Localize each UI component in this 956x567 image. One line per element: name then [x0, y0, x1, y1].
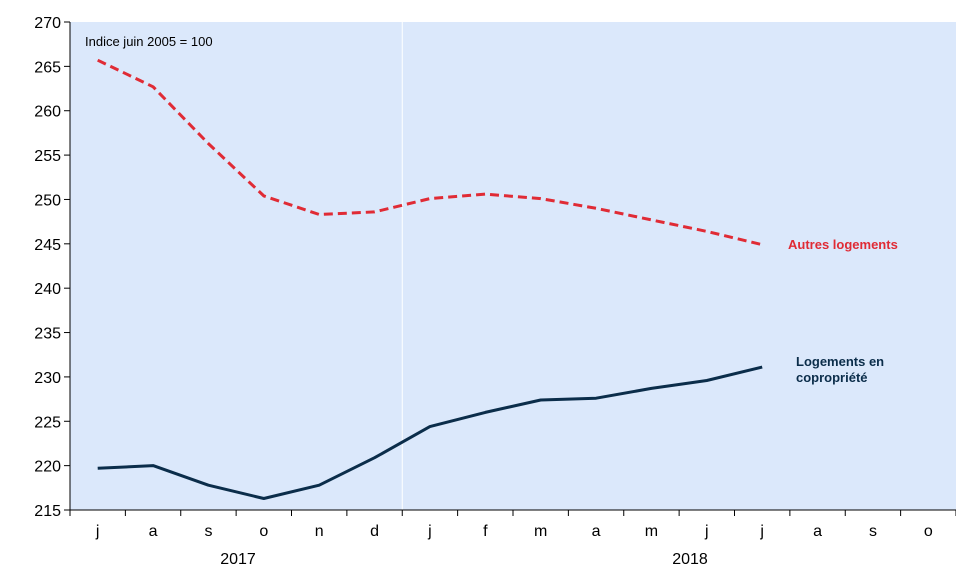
series-label-line-2: copropriété — [796, 370, 868, 385]
y-axis: 215 220 225 230 235 240 245 250 255 260 265 270 — [34, 15, 71, 520]
index-annotation: Indice juin 2005 = 100 — [85, 34, 213, 49]
y-tick-label: 220 — [34, 459, 61, 476]
x-tick-label: j — [427, 523, 432, 540]
y-tick-label: 245 — [34, 237, 61, 254]
x-tick-label: a — [149, 523, 158, 540]
series-label-autres-logements: Autres logements — [788, 237, 898, 252]
series-label-line-1: Logements en — [796, 354, 884, 369]
year-label-2018: 2018 — [672, 551, 708, 567]
y-tick-label: 255 — [34, 148, 61, 165]
x-tick-label: o — [259, 523, 268, 540]
y-tick-label: 265 — [34, 59, 61, 76]
x-tick-label: n — [315, 523, 324, 540]
y-tick-label: 230 — [34, 370, 61, 387]
series-layer — [97, 58, 763, 500]
series-label-logements-en-copropriete: Logements en copropriété — [796, 354, 888, 385]
y-tick-label: 270 — [34, 15, 61, 32]
x-tick-label: j — [95, 523, 100, 540]
y-tick-label: 260 — [34, 104, 61, 121]
x-tick-label: j — [704, 523, 709, 540]
x-tick-label: s — [869, 523, 877, 540]
x-tick-label: m — [645, 523, 658, 540]
series-line-1 — [97, 365, 763, 500]
y-tick-label: 225 — [34, 414, 61, 431]
x-tick-label: a — [592, 523, 601, 540]
x-tick-label: f — [483, 523, 488, 540]
y-tick-label: 235 — [34, 326, 61, 343]
y-tick-label: 240 — [34, 281, 61, 298]
x-tick-label: j — [759, 523, 764, 540]
x-tick-label: a — [813, 523, 822, 540]
x-tick-label: m — [534, 523, 547, 540]
year-label-2017: 2017 — [220, 551, 256, 567]
series-line-0 — [97, 58, 763, 247]
y-tick-label: 215 — [34, 503, 61, 520]
x-tick-label: s — [204, 523, 212, 540]
x-tick-label: d — [370, 523, 379, 540]
plot-area — [70, 22, 956, 510]
x-tick-label: o — [924, 523, 933, 540]
y-tick-label: 250 — [34, 192, 61, 209]
